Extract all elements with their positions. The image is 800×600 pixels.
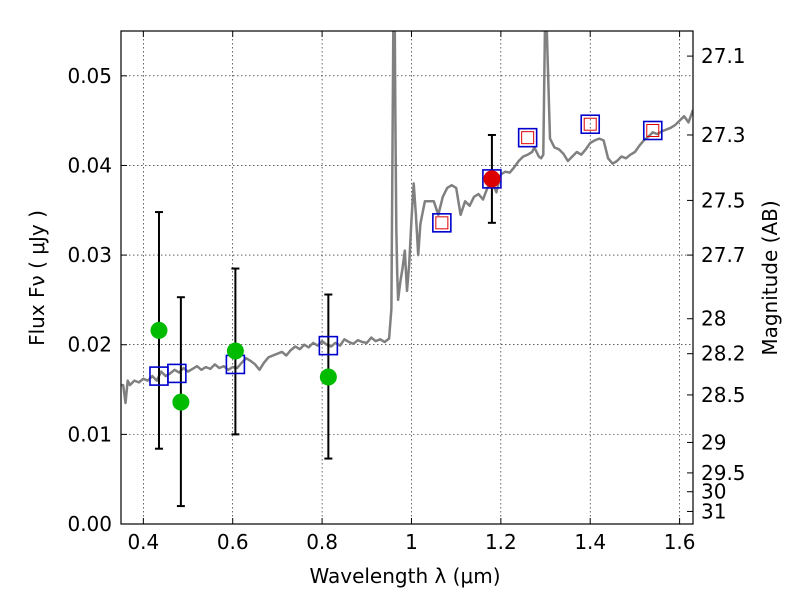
plot-area	[121, 31, 693, 508]
model-inner-square	[583, 117, 597, 131]
photometry-point	[150, 321, 168, 339]
y2-axis-label: Magnitude (AB)	[758, 200, 782, 355]
x-tick-label: 1.2	[485, 530, 517, 554]
model-square	[482, 169, 502, 189]
mag-tick-label: 28	[701, 307, 726, 331]
x-axis-label: Wavelength λ (μm)	[309, 564, 500, 588]
mag-tick-label: 28.5	[701, 383, 746, 407]
x-tick-label: 1	[405, 530, 418, 554]
plot-frame	[120, 30, 694, 525]
model-square	[642, 120, 663, 141]
model-square	[432, 213, 452, 233]
y-tick-label: 0.00	[67, 512, 112, 536]
model-inner-square	[646, 123, 660, 137]
model-inner-square	[435, 216, 449, 230]
photometry-point	[319, 368, 337, 386]
y-tick-label: 0.03	[67, 243, 112, 267]
y-axis-label: Flux Fν ( μJy )	[25, 210, 49, 346]
mag-tick-label: 27.3	[701, 123, 746, 147]
mag-tick-label: 30	[701, 480, 726, 504]
model-square	[167, 363, 187, 384]
y-tick-label: 0.04	[67, 153, 112, 177]
model-square	[517, 127, 538, 148]
model-square	[580, 114, 601, 135]
x-tick-label: 0.6	[217, 530, 249, 554]
x-tick-label: 1.4	[574, 530, 606, 554]
photometry-point	[172, 393, 190, 411]
mag-tick-label: 27.5	[701, 188, 746, 212]
x-tick-label: 1.6	[664, 530, 696, 554]
spectrum-line	[121, 31, 693, 405]
mag-tick-label: 29	[701, 430, 726, 454]
y-tick-label: 0.05	[67, 64, 112, 88]
mag-tick-label: 27.7	[701, 243, 746, 267]
y-tick-label: 0.01	[67, 422, 112, 446]
x-tick-label: 0.8	[306, 530, 338, 554]
y-tick-label: 0.02	[67, 333, 112, 357]
detection-point	[483, 170, 501, 188]
mag-tick-label: 28.2	[701, 342, 746, 366]
mag-tick-label: 27.1	[701, 44, 746, 68]
mag-tick-label: 31	[701, 499, 726, 523]
photometry-point	[226, 342, 244, 360]
model-inner-square	[521, 131, 535, 145]
grid	[121, 31, 693, 524]
mag-tick-label: 29.5	[701, 461, 746, 485]
x-tick-label: 0.4	[127, 530, 159, 554]
axes: 0.4 0.6 0.8 1 1.2 1.4 1.6 0.00 0.01 0.02 0.03 0.04 0…	[67, 31, 746, 554]
model-square	[318, 335, 339, 356]
